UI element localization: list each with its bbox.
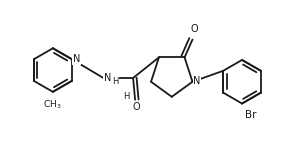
Text: N: N [73, 54, 80, 64]
Text: H: H [123, 92, 129, 101]
Text: Br: Br [245, 110, 256, 120]
Text: N: N [194, 76, 201, 86]
Text: O: O [132, 102, 140, 112]
Text: O: O [191, 24, 198, 34]
Text: H: H [112, 77, 118, 86]
Text: N: N [104, 73, 111, 83]
Text: CH$_3$: CH$_3$ [42, 99, 61, 111]
